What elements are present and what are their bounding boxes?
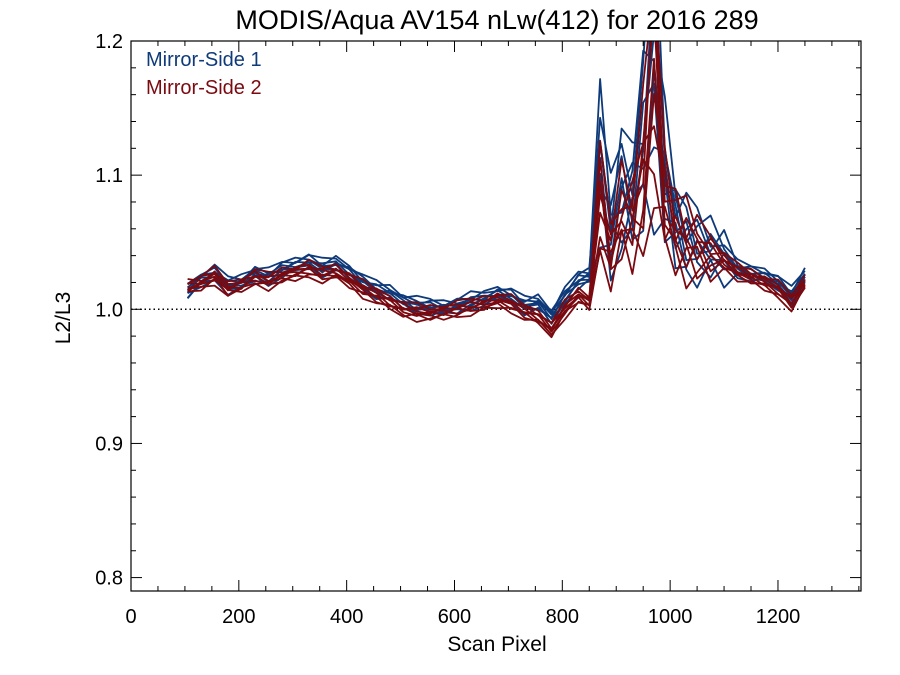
x-axis-label: Scan Pixel [447, 633, 546, 656]
x-tick-label: 400 [330, 606, 363, 628]
x-tick-label: 0 [125, 606, 136, 628]
axes: 0 200 400 600 800 1000 1200 0.8 0.9 1.0 1.1 1.2 [95, 31, 862, 628]
legend-mirror-side-1: Mirror-Side 1 [146, 49, 262, 71]
y-tick-label: 0.9 [95, 433, 123, 455]
series-line-1 [187, 41, 806, 314]
y-tick-label: 1.2 [95, 31, 123, 53]
y-tick-label: 0.8 [95, 568, 123, 590]
series-line-1 [187, 68, 806, 325]
x-tick-label: 1200 [756, 606, 801, 628]
chart-title: MODIS/Aqua AV154 nLw(412) for 2016 289 [235, 5, 758, 35]
x-tick-label: 600 [438, 606, 471, 628]
series-lines [186, 41, 806, 339]
y-tick-label: 1.1 [95, 165, 123, 187]
x-tick-label: 1000 [648, 606, 693, 628]
y-axis-label: L2/L3 [52, 292, 75, 345]
series-line-2 [187, 41, 806, 324]
y-tick-label: 1.0 [95, 299, 123, 321]
plot-frame [130, 40, 862, 592]
x-tick-label: 800 [546, 606, 579, 628]
series-line-2 [187, 92, 806, 333]
x-tick-label: 200 [222, 606, 255, 628]
legend-mirror-side-2: Mirror-Side 2 [146, 77, 262, 99]
series-line-1 [187, 41, 806, 313]
series-line-2 [187, 125, 806, 324]
